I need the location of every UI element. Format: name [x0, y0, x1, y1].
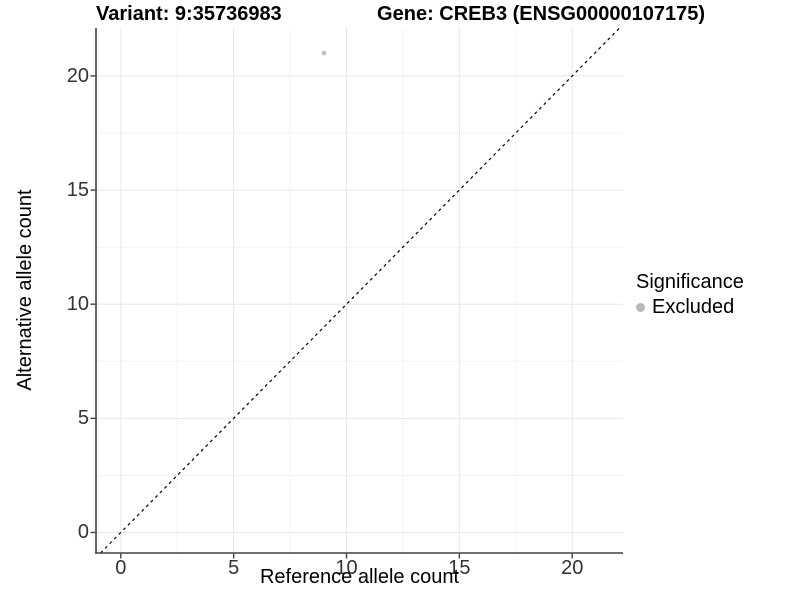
legend-item-excluded: Excluded: [636, 295, 744, 319]
x-tick-label: 5: [228, 557, 240, 579]
x-tick-label: 15: [448, 557, 471, 579]
plot-title: Variant: 9:35736983 Gene: CREB3 (ENSG000…: [96, 3, 705, 26]
title-variant: Variant: 9:35736983: [96, 3, 282, 25]
y-tick-label: 0: [77, 521, 89, 544]
x-tick-label: 20: [561, 557, 584, 579]
legend: Significance Excluded: [636, 270, 744, 319]
x-tick-label: 0: [115, 557, 127, 579]
x-axis-title: Reference allele count: [259, 566, 459, 588]
legend-dot-icon: [636, 302, 645, 312]
legend-item-label: Excluded: [652, 296, 735, 318]
y-tick-label: 15: [66, 179, 89, 202]
x-tick-label: 10: [335, 557, 358, 579]
data-point: [321, 50, 327, 56]
legend-title: Significance: [636, 271, 744, 293]
y-tick-label: 20: [66, 64, 89, 87]
y-tick-label: 5: [77, 407, 89, 430]
y-tick-label: 10: [66, 293, 89, 316]
identity-line: [100, 27, 621, 554]
title-gene: Gene: CREB3 (ENSG00000107175): [377, 3, 705, 25]
y-axis-title: Alternative allele count: [14, 189, 36, 391]
